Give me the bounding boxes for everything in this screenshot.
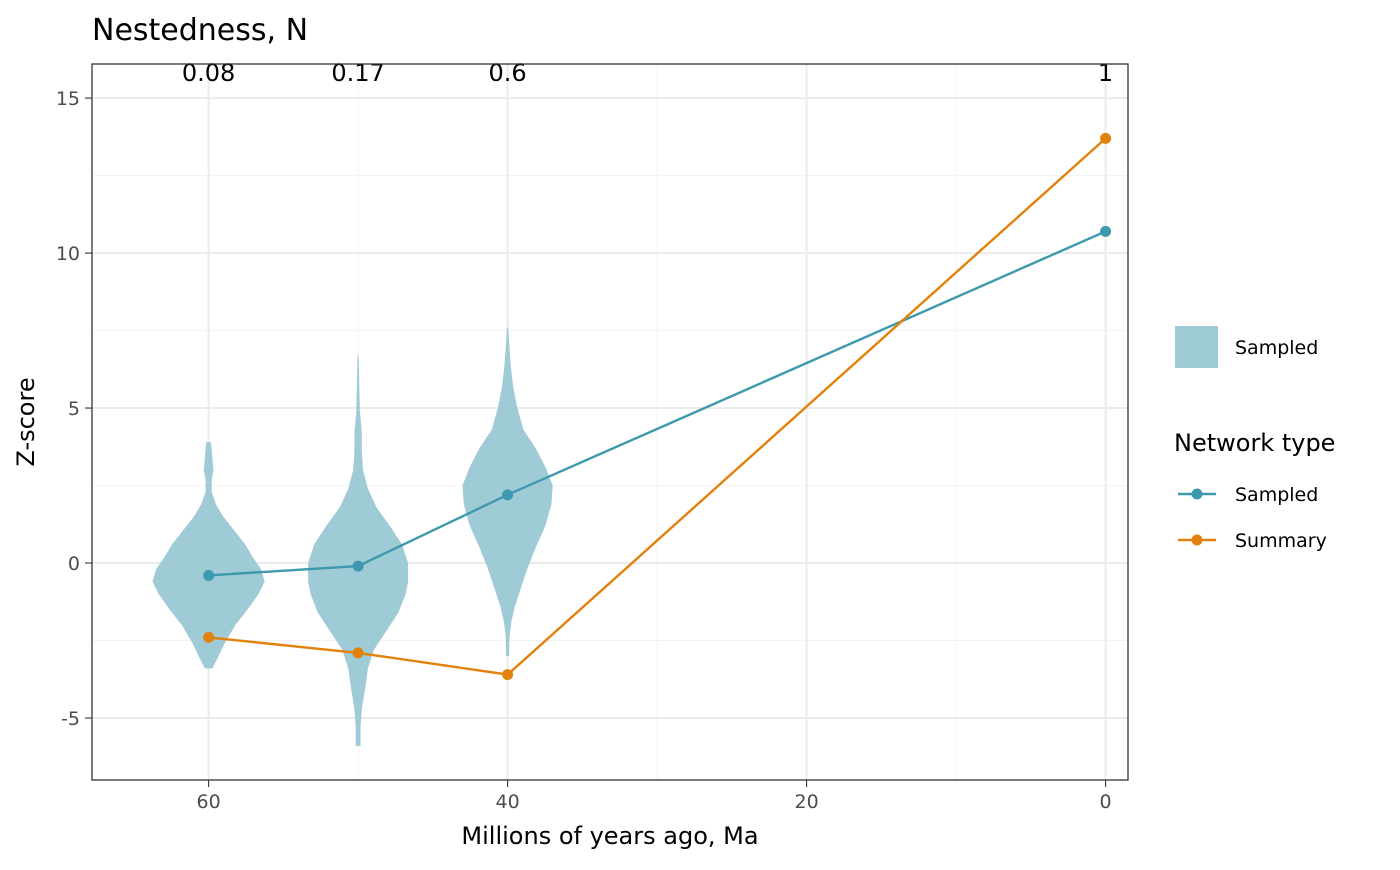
series-line	[208, 137, 1107, 676]
series-point	[352, 560, 364, 572]
x-axis-title: Millions of years ago, Ma	[461, 822, 758, 850]
series-point	[1100, 225, 1112, 237]
series-point	[203, 569, 215, 581]
x-tick-label: 40	[496, 791, 520, 813]
y-tick-label: -5	[61, 708, 80, 730]
legend-fill-key-label: Sampled	[1235, 337, 1318, 359]
series-point	[502, 489, 514, 501]
y-tick-label: 15	[56, 88, 80, 110]
legend-key-point	[1191, 488, 1203, 500]
violin-shape	[308, 355, 409, 746]
series-point	[352, 647, 364, 659]
y-tick-label: 0	[68, 553, 80, 575]
series-points	[203, 132, 1112, 681]
violin-shape	[152, 442, 265, 669]
y-tick-label: 5	[68, 398, 80, 420]
plot-panel-border	[91, 63, 1129, 781]
series-lines	[208, 137, 1107, 676]
x-tick-label: 20	[794, 791, 818, 813]
legend-entry-label: Summary	[1235, 530, 1327, 552]
chart-title: Nestedness, N	[92, 13, 308, 48]
series-point	[1100, 132, 1112, 144]
annotation-label: 1	[1098, 59, 1113, 87]
x-tick-label: 60	[197, 791, 221, 813]
x-axis-ticks: 60 40 20 0	[197, 780, 1112, 813]
minor-gridlines	[92, 64, 1128, 780]
series-point	[502, 669, 514, 681]
legend-title: Network type	[1174, 429, 1335, 457]
y-tick-label: 10	[56, 243, 80, 265]
violin-layer	[152, 327, 553, 746]
legend: Sampled Network type Sampled Summary	[1174, 326, 1335, 552]
series-point	[203, 631, 215, 643]
x-tick-label: 0	[1100, 791, 1112, 813]
legend-entries: Sampled Summary	[1178, 484, 1327, 552]
y-axis-title: Z-score	[12, 377, 40, 466]
legend-fill-key	[1175, 326, 1218, 368]
legend-entry-label: Sampled	[1235, 484, 1318, 506]
y-axis-ticks: -5 0 5 10 15	[56, 88, 92, 730]
legend-key-point	[1191, 534, 1203, 546]
series-line	[208, 230, 1107, 577]
major-gridlines	[92, 64, 1128, 780]
